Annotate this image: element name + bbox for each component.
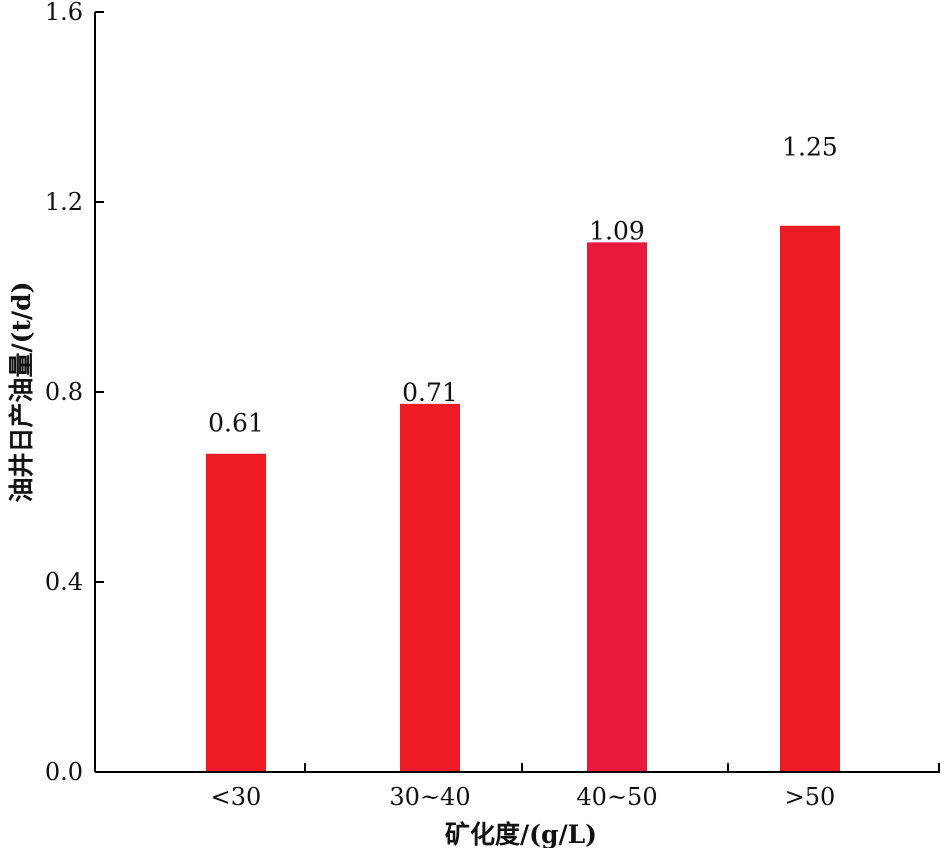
bar <box>780 225 840 772</box>
y-tick-label: 0.4 <box>45 568 83 596</box>
bar <box>400 403 460 772</box>
bar <box>587 242 647 772</box>
bar-data-label: 1.09 <box>589 216 645 245</box>
x-tick-label: <30 <box>211 783 262 811</box>
bar-data-label: 0.71 <box>402 378 458 407</box>
x-tick-label: 40~50 <box>576 783 657 811</box>
x-axis-title: 矿化度/(g/L) <box>445 820 597 848</box>
y-tick-label: 1.6 <box>45 0 83 26</box>
data-labels-group: 0.61 0.71 1.09 1.25 <box>208 133 838 438</box>
y-ticks-group: 0.0 0.4 0.8 1.2 1.6 <box>45 0 104 786</box>
y-tick-label: 0.0 <box>45 758 83 786</box>
x-tick-label: >50 <box>785 783 836 811</box>
bar-data-label: 0.61 <box>208 409 264 438</box>
x-tick-label: 30~40 <box>389 783 470 811</box>
y-axis-title: 油井日产油量/(t/d) <box>7 282 36 503</box>
bars-group <box>206 225 840 772</box>
y-tick-label: 0.8 <box>45 378 83 406</box>
bar-data-label: 1.25 <box>782 133 838 162</box>
x-ticks-group: <30 30~40 40~50 >50 <box>211 763 940 811</box>
y-tick-label: 1.2 <box>45 188 83 216</box>
bar <box>206 453 266 772</box>
